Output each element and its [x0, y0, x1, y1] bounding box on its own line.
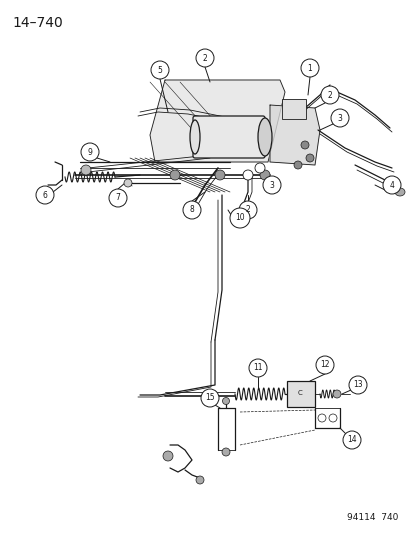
Circle shape	[195, 476, 204, 484]
Ellipse shape	[257, 118, 271, 156]
Text: 94114  740: 94114 740	[346, 513, 397, 522]
Circle shape	[124, 179, 132, 187]
Ellipse shape	[190, 120, 199, 154]
Circle shape	[305, 154, 313, 162]
Circle shape	[300, 141, 308, 149]
Text: 5: 5	[157, 66, 162, 75]
Text: 2: 2	[245, 206, 250, 214]
Circle shape	[238, 201, 256, 219]
Circle shape	[151, 61, 169, 79]
Circle shape	[320, 86, 338, 104]
Circle shape	[382, 176, 400, 194]
Text: 3: 3	[337, 114, 342, 123]
Circle shape	[201, 389, 218, 407]
Bar	[286, 381, 314, 407]
Ellipse shape	[394, 188, 404, 196]
Circle shape	[262, 176, 280, 194]
Text: 8: 8	[189, 206, 194, 214]
Circle shape	[81, 143, 99, 161]
Text: 14–740: 14–740	[12, 16, 63, 30]
Circle shape	[348, 376, 366, 394]
Circle shape	[248, 359, 266, 377]
Circle shape	[36, 186, 54, 204]
Text: 6: 6	[43, 190, 47, 199]
Circle shape	[221, 448, 230, 456]
Circle shape	[222, 398, 229, 405]
FancyBboxPatch shape	[281, 99, 305, 119]
Circle shape	[342, 431, 360, 449]
Text: 2: 2	[202, 53, 207, 62]
Polygon shape	[269, 105, 319, 165]
Text: 2: 2	[327, 91, 332, 100]
Circle shape	[293, 161, 301, 169]
Text: 7: 7	[115, 193, 120, 203]
Circle shape	[109, 189, 127, 207]
Circle shape	[315, 356, 333, 374]
Circle shape	[195, 49, 214, 67]
Circle shape	[259, 170, 269, 180]
Circle shape	[81, 165, 91, 175]
Circle shape	[170, 170, 180, 180]
Polygon shape	[150, 80, 284, 162]
Text: 13: 13	[352, 381, 362, 390]
Text: 11: 11	[253, 364, 262, 373]
Circle shape	[163, 451, 173, 461]
Circle shape	[330, 109, 348, 127]
FancyBboxPatch shape	[192, 116, 264, 158]
Text: 4: 4	[389, 181, 394, 190]
Text: 10: 10	[235, 214, 244, 222]
Circle shape	[214, 170, 224, 180]
Circle shape	[332, 390, 340, 398]
Text: 15: 15	[205, 393, 214, 402]
Text: C: C	[297, 390, 301, 396]
Circle shape	[242, 170, 252, 180]
Text: 9: 9	[88, 148, 92, 157]
Text: 12: 12	[320, 360, 329, 369]
Text: 3: 3	[269, 181, 274, 190]
Circle shape	[230, 208, 249, 228]
Circle shape	[183, 201, 201, 219]
Text: 14: 14	[347, 435, 356, 445]
Circle shape	[300, 59, 318, 77]
Text: 1: 1	[307, 63, 312, 72]
Circle shape	[254, 163, 264, 173]
